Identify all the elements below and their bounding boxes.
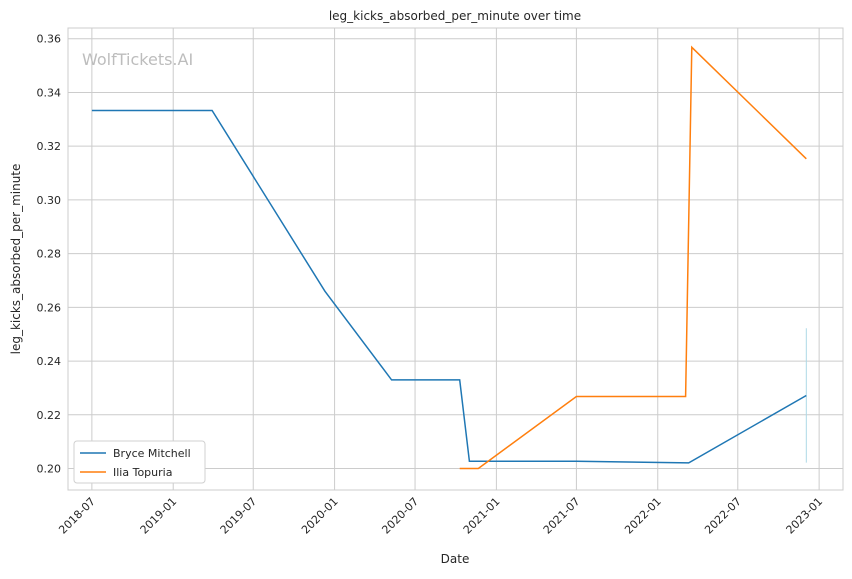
y-tick-label: 0.34 (37, 86, 62, 99)
legend-label-ilia: Ilia Topuria (113, 466, 172, 479)
y-tick-label: 0.36 (37, 33, 62, 46)
x-tick-label: 2022-01 (622, 495, 664, 537)
plot-frame (67, 27, 844, 491)
x-tick-label: 2019-01 (138, 495, 180, 537)
x-tick-label: 2020-01 (299, 495, 341, 537)
x-tick-label: 2023-01 (784, 495, 826, 537)
x-tick-label: 2022-07 (702, 495, 744, 537)
y-tick-label: 0.30 (37, 194, 62, 207)
chart-title: leg_kicks_absorbed_per_minute over time (329, 9, 581, 23)
y-tick-label: 0.32 (37, 140, 62, 153)
x-tick-label: 2018-07 (56, 495, 98, 537)
legend: Bryce Mitchell Ilia Topuria (73, 440, 206, 484)
y-axis-label: leg_kicks_absorbed_per_minute (9, 164, 23, 355)
series-line-ilia-topuria (459, 45, 807, 470)
y-tick-label: 0.20 (37, 463, 62, 476)
x-tick-label: 2021-07 (541, 495, 583, 537)
x-tick-label: 2021-01 (461, 495, 503, 537)
y-tick-label: 0.28 (37, 248, 62, 261)
series-line-bryce-mitchell (91, 109, 807, 464)
grid (68, 28, 843, 490)
series-lines (91, 45, 807, 470)
x-tick-label: 2020-07 (379, 495, 421, 537)
x-tick-label: 2019-07 (218, 495, 260, 537)
y-tick-label: 0.22 (37, 409, 62, 422)
y-tick-label: 0.26 (37, 301, 62, 314)
x-axis-label: Date (441, 552, 470, 566)
legend-label-bryce: Bryce Mitchell (113, 447, 191, 460)
legend-box (73, 440, 206, 484)
y-tick-label: 0.24 (37, 355, 62, 368)
watermark: WolfTickets.AI (82, 50, 193, 69)
